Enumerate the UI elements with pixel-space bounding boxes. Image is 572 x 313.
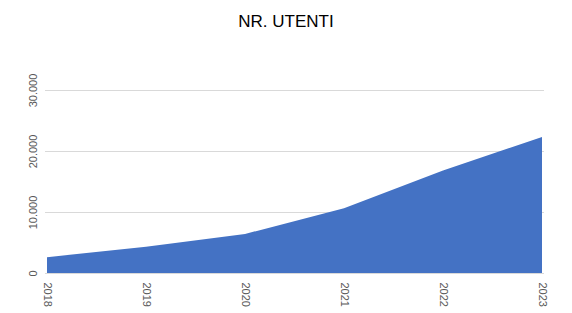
- svg-text:10.000: 10.000: [27, 196, 39, 230]
- html-text:NR. UTENTI: NR. UTENTI: [238, 12, 334, 31]
- svg-text:2021: 2021: [339, 283, 351, 307]
- svg-text:20.000: 20.000: [27, 135, 39, 169]
- svg-text:2022: 2022: [438, 283, 450, 307]
- svg-text:2019: 2019: [141, 283, 153, 307]
- svg-text:2020: 2020: [240, 283, 252, 307]
- svg-text:2018: 2018: [42, 283, 54, 307]
- svg-text:2023: 2023: [537, 283, 549, 307]
- svg-text:30.000: 30.000: [27, 74, 39, 108]
- svg-text:0: 0: [27, 270, 39, 276]
